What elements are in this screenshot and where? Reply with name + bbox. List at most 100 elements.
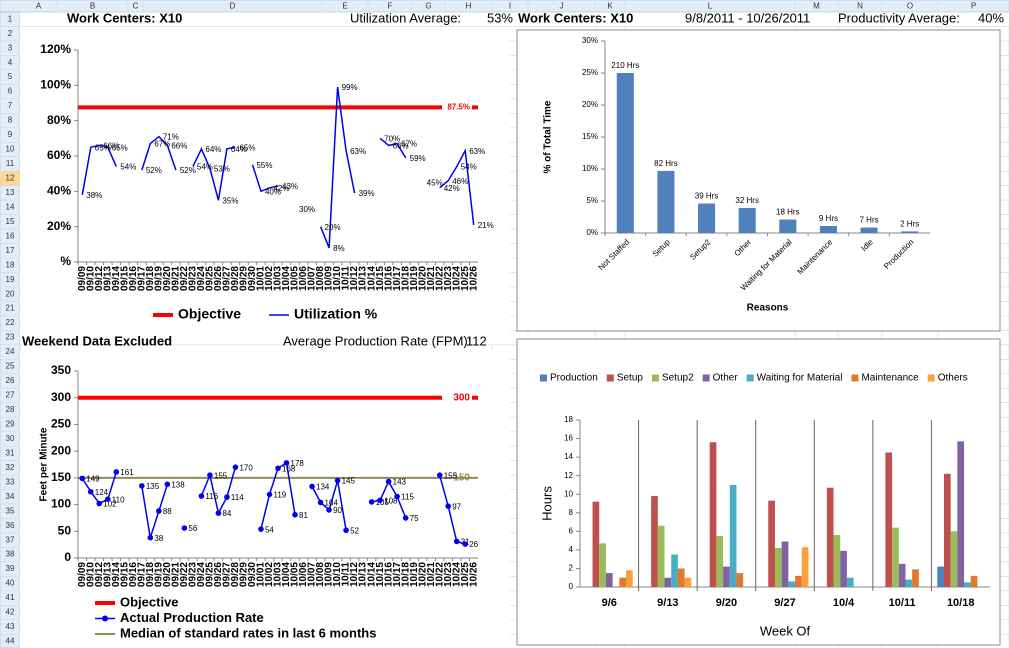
- x-tick-label: 09/23: [188, 266, 199, 291]
- x-tick-label: 10/4: [833, 597, 855, 609]
- data-marker: [394, 493, 400, 500]
- data-label: 63%: [350, 147, 366, 156]
- data-marker: [156, 508, 162, 514]
- y-tick-label: 50: [58, 523, 72, 537]
- x-tick-label: 10/13: [358, 562, 369, 587]
- bar: [970, 575, 978, 587]
- x-tick-label: 09/29: [239, 562, 250, 587]
- x-tick-label: 09/21: [171, 266, 182, 291]
- data-marker: [164, 481, 171, 488]
- y-tick-label: 80%: [47, 113, 71, 127]
- data-marker: [96, 500, 103, 507]
- row-number: 8: [8, 116, 13, 125]
- data-label: 46%: [452, 177, 468, 186]
- row-number: 22: [6, 318, 15, 327]
- y-tick-label: 25%: [582, 68, 598, 77]
- legend-label: Median of standard rates in last 6 month…: [120, 625, 376, 640]
- row-number: 16: [6, 231, 15, 240]
- x-tick-label: 09/16: [128, 562, 139, 587]
- data-label: 145: [342, 477, 356, 486]
- bar: [716, 535, 724, 587]
- rate-value: 112: [466, 333, 487, 348]
- reference-label: 150: [453, 472, 470, 483]
- data-marker: [215, 510, 222, 516]
- row-number: 3: [8, 43, 13, 52]
- legend-label: Objective: [120, 594, 179, 609]
- y-tick-label: 40%: [47, 184, 71, 198]
- data-label: 138: [171, 480, 185, 489]
- row-number: 32: [6, 463, 15, 472]
- data-label: 42%: [273, 184, 289, 193]
- y-axis-title: % of Total Time: [543, 100, 554, 173]
- bar: [912, 569, 919, 587]
- x-tick-label: 10/19: [409, 562, 420, 587]
- row-number: 2: [8, 29, 13, 38]
- bar: [826, 487, 834, 587]
- bar: [779, 219, 797, 233]
- data-marker: [343, 527, 349, 534]
- data-label: 210 Hrs: [611, 61, 639, 70]
- x-tick-label: 10/16: [383, 266, 394, 291]
- x-tick-label: 09/29: [239, 266, 250, 291]
- x-tick-label: 9/20: [716, 597, 737, 609]
- data-marker: [368, 499, 375, 505]
- data-label: 43%: [282, 182, 298, 191]
- y-tick-label: 10%: [582, 164, 598, 173]
- data-label: 40%: [265, 187, 281, 196]
- column-letter: A: [36, 2, 42, 11]
- x-tick-label: 9/6: [602, 597, 617, 609]
- data-label: 116: [205, 492, 218, 501]
- x-tick-label: 10/15: [375, 266, 386, 291]
- data-marker: [326, 507, 332, 513]
- data-label: 66%: [103, 142, 119, 151]
- x-tick-label: 09/13: [102, 266, 113, 291]
- y-axis-title: Feet per Minute: [39, 427, 50, 501]
- column-letter: P: [971, 2, 976, 11]
- bar: [901, 231, 919, 233]
- x-tick-label: 09/10: [85, 266, 96, 291]
- x-tick-label: 9/13: [657, 597, 678, 609]
- legend-swatch: [927, 374, 935, 382]
- row-number: 26: [6, 376, 15, 385]
- x-tick-label: 10/04: [281, 562, 292, 587]
- row-number: 36: [6, 521, 15, 530]
- data-label: 97: [452, 502, 461, 511]
- chart-panel: [20, 350, 510, 648]
- bar: [738, 208, 756, 233]
- chart-panel: [516, 29, 1001, 332]
- y-tick-label: 300: [51, 390, 71, 404]
- data-label: 63%: [469, 147, 485, 156]
- x-tick-label: 09/26: [213, 562, 224, 587]
- data-marker: [334, 477, 341, 484]
- x-tick-label: 09/16: [128, 266, 139, 291]
- column-letter: K: [607, 2, 613, 11]
- x-tick-label: 10/22: [434, 562, 445, 587]
- data-marker: [275, 465, 281, 472]
- x-tick-label: 09/25: [205, 266, 216, 291]
- row-number: 14: [6, 202, 15, 211]
- row-number: 35: [6, 506, 15, 515]
- column-letter: M: [813, 2, 820, 11]
- bar: [937, 566, 944, 587]
- bar: [840, 550, 847, 587]
- legend-label: Maintenance: [861, 373, 919, 384]
- y-tick-label: 8: [569, 508, 574, 517]
- data-label: 38%: [86, 191, 102, 200]
- y-tick-label: 0: [64, 550, 71, 564]
- data-marker: [402, 515, 409, 521]
- data-label: 170: [239, 463, 253, 472]
- y-tick-label: 5%: [586, 196, 598, 205]
- chart-panel: [20, 27, 510, 332]
- x-tick-label: 09/30: [247, 562, 258, 587]
- row-number: 43: [6, 622, 15, 631]
- data-label: 39 Hrs: [695, 192, 719, 201]
- date-range: 9/8/2011 - 10/26/2011: [685, 10, 810, 25]
- data-marker: [453, 538, 460, 545]
- y-tick-label: 100%: [40, 78, 71, 92]
- x-tick-label: 10/05: [290, 266, 301, 291]
- row-number: 6: [8, 87, 13, 96]
- x-tick-label: 09/15: [119, 266, 130, 291]
- bar: [898, 563, 906, 587]
- x-tick-label: 10/08: [315, 562, 326, 587]
